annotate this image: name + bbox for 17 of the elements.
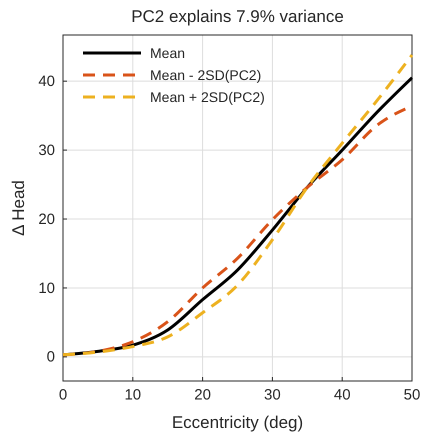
x-tick-label: 40 [334, 386, 351, 404]
x-tick-label: 30 [264, 386, 281, 404]
x-tick-label: 50 [404, 386, 420, 404]
y-axis-title: Δ Head [9, 180, 28, 236]
legend-label: Mean - 2SD(PC2) [150, 66, 262, 83]
x-axis-title: Eccentricity (deg) [172, 413, 304, 432]
legend-label: Mean + 2SD(PC2) [150, 88, 265, 105]
y-tick-label: 10 [38, 280, 55, 297]
x-tick-label: 20 [194, 386, 211, 404]
y-tick-label: 0 [46, 348, 55, 366]
y-tick-label: 20 [38, 210, 55, 228]
chart-title: PC2 explains 7.9% variance [131, 7, 344, 26]
y-tick-label: 40 [38, 72, 55, 90]
x-tick-label: 0 [58, 386, 68, 404]
x-tick-label: 10 [124, 386, 142, 404]
y-tick-label: 30 [38, 142, 55, 159]
legend-label: Mean [150, 44, 186, 61]
